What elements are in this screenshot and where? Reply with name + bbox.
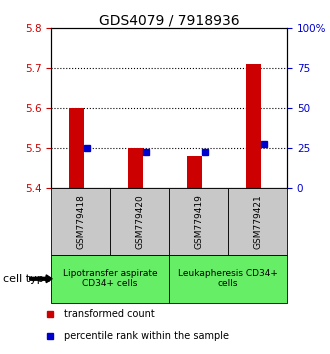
Text: GSM779419: GSM779419: [194, 194, 203, 249]
Title: GDS4079 / 7918936: GDS4079 / 7918936: [99, 13, 240, 27]
Bar: [51, 188, 110, 255]
Text: GSM779421: GSM779421: [253, 194, 262, 249]
Text: percentile rank within the sample: percentile rank within the sample: [64, 331, 229, 341]
Text: Lipotransfer aspirate
CD34+ cells: Lipotransfer aspirate CD34+ cells: [63, 269, 157, 289]
Text: Leukapheresis CD34+
cells: Leukapheresis CD34+ cells: [178, 269, 278, 289]
Bar: [128, 148, 143, 188]
Bar: [169, 255, 287, 303]
Bar: [110, 188, 169, 255]
Text: GSM779420: GSM779420: [135, 194, 144, 249]
Bar: [228, 188, 287, 255]
Bar: [69, 108, 84, 188]
Text: transformed count: transformed count: [64, 308, 155, 319]
Bar: [187, 156, 202, 188]
Bar: [51, 255, 169, 303]
Bar: [169, 188, 228, 255]
Text: GSM779418: GSM779418: [76, 194, 85, 249]
Bar: [246, 64, 261, 188]
Text: cell type: cell type: [3, 274, 51, 284]
